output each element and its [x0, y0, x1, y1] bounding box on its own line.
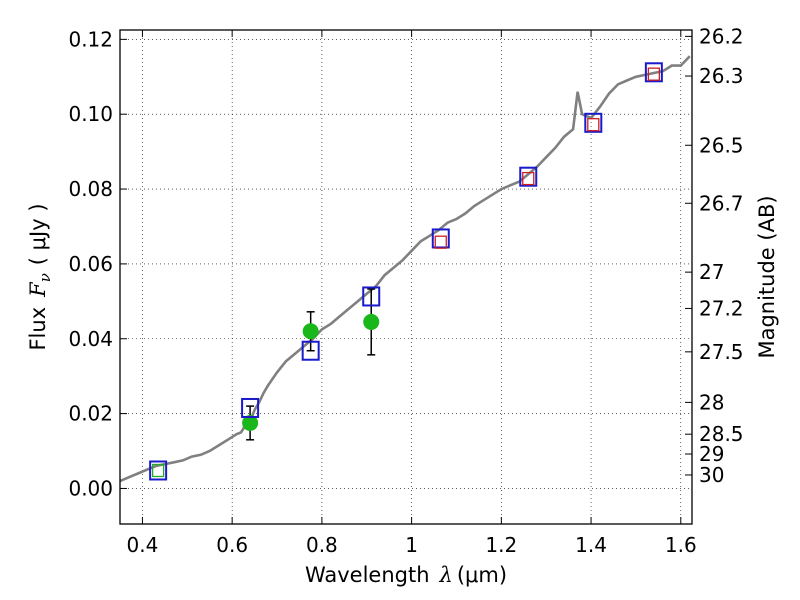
y2-tick-label: 30 [699, 463, 724, 487]
x-tick-label: 0.8 [306, 533, 338, 557]
model-flux-square [241, 397, 260, 418]
y2-axis-label: Magnitude (AB) [755, 195, 779, 358]
plot-frame [119, 29, 693, 525]
y-tick-label: 0.12 [68, 27, 113, 51]
model-spectrum-line [120, 55, 691, 483]
y2-tick-label: 26.7 [699, 191, 744, 215]
model-flux-square-inner [434, 235, 447, 249]
model-flux-square-inner [522, 171, 535, 186]
y-tick-label: 0.06 [68, 252, 113, 276]
model-flux-square [584, 112, 603, 133]
y2-tick-label: 26.2 [699, 24, 744, 48]
data-series [120, 55, 691, 483]
model-flux-square-inner [647, 67, 661, 81]
y-tick-label: 0.00 [68, 476, 113, 500]
model-flux-square [149, 460, 168, 481]
y-axis-ticks: 0.00 0.02 0.04 0.06 0.08 0.10 0.12 [68, 27, 127, 500]
y2-tick-label: 29 [699, 442, 724, 466]
y2-tick-label: 26.5 [699, 133, 744, 157]
x-tick-label: 1.4 [575, 533, 607, 557]
y2-tick-label: 27 [699, 260, 724, 284]
y-tick-label: 0.10 [68, 102, 113, 126]
model-flux-square-inner [587, 118, 600, 132]
y2-tick-label: 27.2 [699, 296, 744, 320]
x-tick-label: 1 [405, 533, 418, 557]
model-flux-square-inner [151, 463, 165, 478]
y-tick-label: 0.02 [68, 402, 113, 426]
model-flux-square [431, 228, 450, 249]
observed-flux-point [242, 414, 259, 431]
observed-flux-point [363, 313, 380, 330]
y2-tick-label: 27.5 [699, 340, 744, 364]
model-flux-square [362, 286, 381, 307]
y-axis-label: FluxFν( μJy ) [26, 203, 54, 350]
y2-tick-label: 26.3 [699, 64, 744, 88]
model-flux-square [301, 340, 320, 361]
x-tick-label: 1.6 [665, 533, 697, 557]
model-flux-square [644, 62, 663, 83]
x-tick-label: 0.6 [216, 533, 248, 557]
x-tick-label: 0.4 [127, 533, 159, 557]
y2-tick-label: 28 [699, 390, 724, 414]
observed-flux-point [302, 323, 319, 340]
x-axis-ticks: 0.4 0.6 0.8 1 1.2 1.4 1.6 [127, 30, 697, 557]
x-tick-label: 1.2 [485, 533, 517, 557]
y2-tick-label: 28.5 [699, 422, 744, 446]
x-axis-label: Wavelength λ (μm) [305, 563, 507, 587]
y-tick-label: 0.04 [68, 327, 113, 351]
y-tick-label: 0.08 [68, 177, 113, 201]
model-flux-square [519, 166, 538, 187]
